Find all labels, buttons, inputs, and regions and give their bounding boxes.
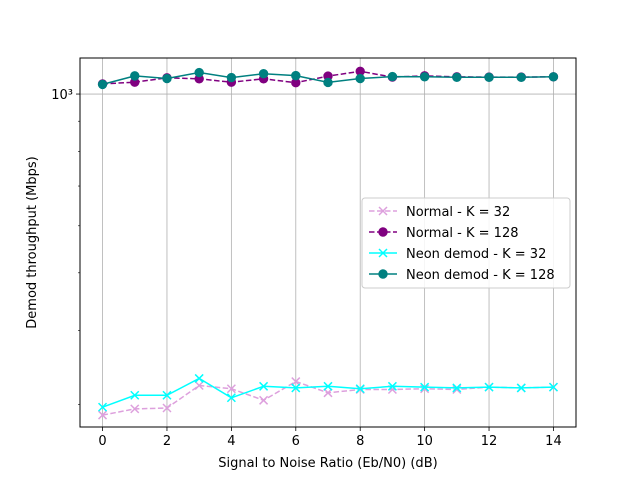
data-point xyxy=(194,373,204,383)
data-point-stroke xyxy=(378,206,388,216)
data-point xyxy=(130,404,140,414)
data-point xyxy=(323,381,333,391)
data-point-stroke xyxy=(162,403,172,413)
data-point-stroke xyxy=(378,248,388,258)
data-point-stroke xyxy=(162,390,172,400)
data-point-stroke xyxy=(355,384,365,394)
data-point xyxy=(452,385,462,395)
data-point-stroke xyxy=(226,384,236,394)
data-point xyxy=(484,382,494,392)
x-tick-label: 4 xyxy=(227,434,235,449)
series-layer xyxy=(97,66,559,420)
axis-ticks: 0 2 4 6 8 10 12 14 10³ xyxy=(51,88,561,449)
data-point xyxy=(194,380,204,391)
data-point xyxy=(97,79,108,90)
data-point xyxy=(162,403,172,413)
data-point xyxy=(323,77,333,88)
data-point-stroke xyxy=(452,383,462,393)
data-point xyxy=(387,381,397,391)
data-point-stroke xyxy=(323,388,333,398)
legend-label: Neon demod - K = 32 xyxy=(406,247,546,262)
data-point xyxy=(548,72,559,82)
data-point-stroke xyxy=(420,382,430,392)
x-tick-label: 6 xyxy=(292,434,300,449)
data-point-stroke xyxy=(194,380,204,391)
x-tick-label: 2 xyxy=(163,434,171,449)
legend-item: Normal - K = 128 xyxy=(369,226,519,241)
data-point-stroke xyxy=(130,390,140,400)
data-point xyxy=(226,384,236,394)
data-point xyxy=(162,73,172,84)
data-point xyxy=(226,72,237,83)
data-point-stroke xyxy=(226,393,236,403)
data-point xyxy=(194,67,204,78)
data-point-stroke xyxy=(548,382,558,392)
x-axis-label: Signal to Noise Ratio (Eb/N0) (dB) xyxy=(218,456,437,471)
data-point-stroke xyxy=(259,395,269,405)
data-point-stroke xyxy=(452,385,462,395)
y-tick-label: 10³ xyxy=(51,88,73,103)
data-point-stroke xyxy=(130,404,140,414)
data-point xyxy=(516,383,526,393)
data-point xyxy=(130,71,140,81)
data-point-stroke xyxy=(291,383,301,393)
legend-item: Neon demod - K = 32 xyxy=(369,247,546,262)
data-point xyxy=(258,69,269,79)
data-point xyxy=(548,382,558,392)
data-point xyxy=(419,72,430,82)
data-point xyxy=(452,383,462,393)
plot-frame xyxy=(79,57,577,428)
data-point xyxy=(484,72,494,83)
series xyxy=(98,377,558,420)
x-tick-label: 0 xyxy=(98,434,106,449)
data-point xyxy=(291,383,301,393)
data-point xyxy=(378,206,388,216)
data-point-stroke xyxy=(259,381,269,391)
data-point-stroke xyxy=(323,381,333,391)
data-point-stroke xyxy=(516,383,526,393)
data-point-stroke xyxy=(194,373,204,383)
legend: Normal - K = 32 Normal - K = 128 Neon demo… xyxy=(361,197,571,289)
series xyxy=(98,373,558,412)
legend-label: Neon demod - K = 128 xyxy=(406,268,555,283)
data-point xyxy=(162,390,172,400)
legend-label: Normal - K = 128 xyxy=(406,226,519,241)
data-point xyxy=(378,248,388,258)
data-point xyxy=(420,382,430,392)
legend-label: Normal - K = 32 xyxy=(406,205,510,220)
data-point xyxy=(387,71,398,82)
data-point xyxy=(98,410,108,420)
data-point xyxy=(452,72,462,83)
data-point xyxy=(291,70,301,81)
y-axis-label: Demod throughput (Mbps) xyxy=(25,156,40,328)
data-point-stroke xyxy=(98,410,108,420)
x-tick-label: 14 xyxy=(545,434,562,449)
data-point-stroke xyxy=(98,402,108,412)
data-point xyxy=(516,72,526,83)
legend-item: Neon demod - K = 128 xyxy=(369,268,555,283)
legend-box xyxy=(361,197,571,289)
data-point xyxy=(226,393,236,403)
x-tick-label: 10 xyxy=(416,434,433,449)
series xyxy=(97,67,559,90)
data-point xyxy=(420,384,430,394)
data-point-stroke xyxy=(387,381,397,391)
data-point xyxy=(259,381,269,391)
data-point xyxy=(259,395,269,405)
x-tick-label: 8 xyxy=(356,434,364,449)
data-point xyxy=(130,390,140,400)
data-point xyxy=(98,402,108,412)
data-point-stroke xyxy=(484,382,494,392)
data-point xyxy=(355,73,365,84)
x-tick-label: 12 xyxy=(481,434,498,449)
data-point xyxy=(323,388,333,398)
data-point xyxy=(355,384,365,394)
legend-item: Normal - K = 32 xyxy=(369,205,510,220)
data-point xyxy=(378,227,388,237)
data-point-stroke xyxy=(420,384,430,394)
data-point xyxy=(378,269,388,279)
